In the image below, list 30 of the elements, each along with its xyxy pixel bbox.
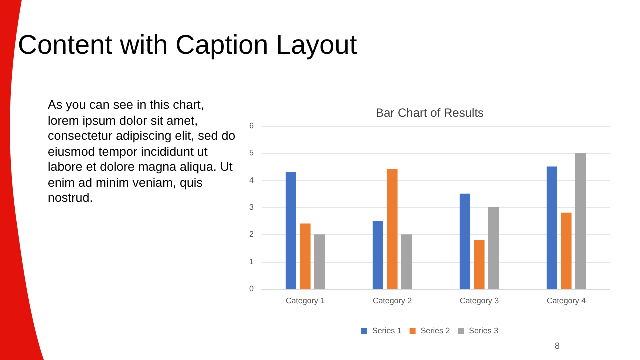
y-tick-label: 1 bbox=[250, 257, 255, 266]
legend-label: Series 1 bbox=[372, 326, 402, 336]
bar bbox=[488, 208, 500, 289]
bar bbox=[300, 224, 311, 289]
x-tick-label: Category 3 bbox=[460, 296, 500, 306]
bar bbox=[561, 212, 572, 289]
legend-label: Series 3 bbox=[469, 326, 500, 336]
bar bbox=[546, 166, 558, 289]
x-tick-label: Category 4 bbox=[546, 296, 587, 306]
y-tick-label: 6 bbox=[250, 122, 255, 130]
legend-label: Series 2 bbox=[420, 326, 451, 336]
y-tick-label: 0 bbox=[250, 284, 255, 294]
y-tick-label: 3 bbox=[250, 203, 255, 212]
bar bbox=[401, 234, 412, 289]
text: Content with Caption Layout bbox=[18, 30, 358, 61]
x-tick-label: Category 1 bbox=[286, 296, 326, 306]
bar bbox=[575, 153, 586, 289]
bar bbox=[372, 221, 384, 289]
y-tick-label: 2 bbox=[250, 230, 255, 240]
y-tick-label: 5 bbox=[250, 148, 255, 158]
bar bbox=[474, 240, 485, 289]
text: As you can see in this chart, lorem ipsum dolor sit amet, consectetur adipiscing elit, sed do eiusmod tempor incididunt ut labore et dolore magna aliqua. Ut enim ad minim veniam, quis nostrud. bbox=[48, 98, 237, 206]
bar bbox=[286, 172, 297, 289]
bar bbox=[314, 234, 326, 289]
chart-title: Bar Chart of Results bbox=[376, 106, 484, 120]
text: 8 bbox=[555, 341, 560, 351]
y-tick-label: 4 bbox=[250, 176, 255, 185]
bar bbox=[460, 194, 471, 289]
bar bbox=[387, 169, 398, 289]
x-tick-label: Category 2 bbox=[372, 296, 413, 306]
